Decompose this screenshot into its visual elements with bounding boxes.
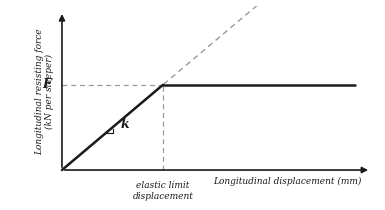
Text: Longitudinal resisting force
(kN per sleeper): Longitudinal resisting force (kN per sle… [35,28,54,155]
Text: k: k [121,118,130,131]
Text: elastic limit
displacement: elastic limit displacement [132,181,193,201]
Text: F: F [42,78,51,91]
Text: Longitudinal displacement (mm): Longitudinal displacement (mm) [213,177,362,186]
